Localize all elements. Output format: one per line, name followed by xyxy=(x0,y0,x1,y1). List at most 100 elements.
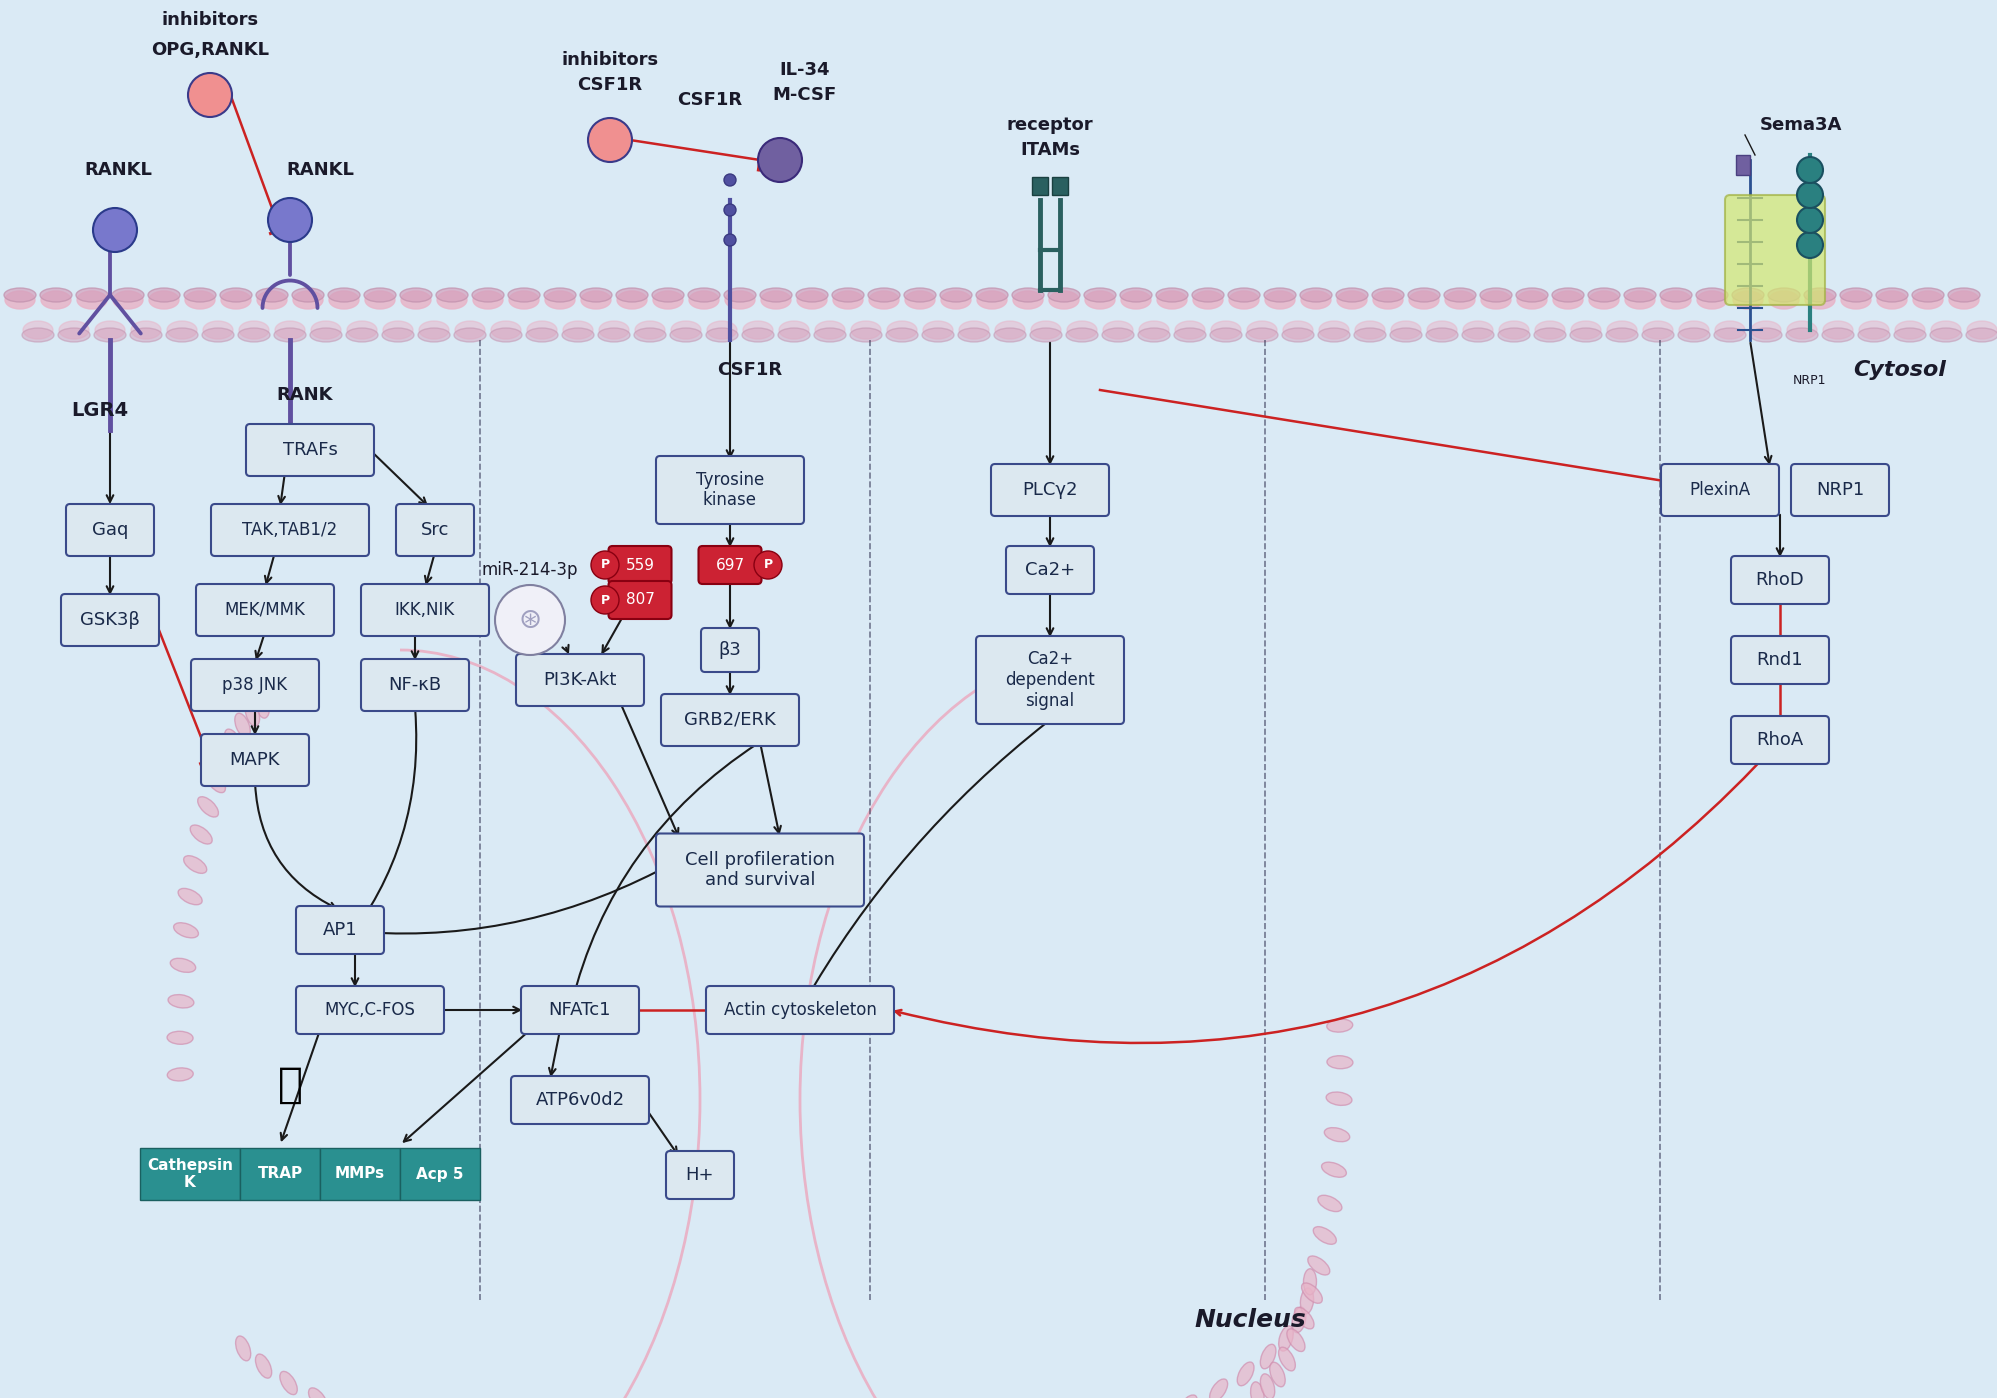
Ellipse shape xyxy=(96,322,126,338)
Ellipse shape xyxy=(509,291,539,309)
Text: miR-214-3p: miR-214-3p xyxy=(481,561,579,579)
FancyBboxPatch shape xyxy=(661,693,799,747)
Text: 807: 807 xyxy=(625,593,655,608)
FancyBboxPatch shape xyxy=(399,1148,481,1201)
Text: Cell profileration
and survival: Cell profileration and survival xyxy=(685,850,835,889)
Ellipse shape xyxy=(1294,1307,1314,1329)
Ellipse shape xyxy=(1875,288,1907,302)
Ellipse shape xyxy=(525,329,557,343)
Ellipse shape xyxy=(1066,329,1098,343)
Ellipse shape xyxy=(1554,291,1584,309)
Ellipse shape xyxy=(1410,291,1440,309)
Ellipse shape xyxy=(347,322,377,338)
Text: MAPK: MAPK xyxy=(230,751,280,769)
Text: 697: 697 xyxy=(715,558,745,573)
Ellipse shape xyxy=(258,291,288,309)
FancyBboxPatch shape xyxy=(991,464,1108,516)
Ellipse shape xyxy=(761,288,793,302)
Ellipse shape xyxy=(1841,291,1871,309)
Ellipse shape xyxy=(238,329,270,343)
Ellipse shape xyxy=(725,288,757,302)
Ellipse shape xyxy=(24,322,54,338)
Ellipse shape xyxy=(671,329,703,343)
Ellipse shape xyxy=(941,288,973,302)
Text: NRP1: NRP1 xyxy=(1793,373,1827,386)
Text: CSF1R: CSF1R xyxy=(577,75,643,94)
Text: Tyrosine
kinase: Tyrosine kinase xyxy=(695,471,765,509)
Text: receptor: receptor xyxy=(1006,116,1092,134)
Text: Rnd1: Rnd1 xyxy=(1757,651,1803,670)
Text: H+: H+ xyxy=(685,1166,715,1184)
Text: AP1: AP1 xyxy=(324,921,357,939)
Ellipse shape xyxy=(1821,329,1853,343)
Ellipse shape xyxy=(130,329,162,343)
Ellipse shape xyxy=(1390,329,1422,343)
Ellipse shape xyxy=(76,288,108,302)
Ellipse shape xyxy=(206,772,226,793)
Ellipse shape xyxy=(1084,288,1116,302)
Ellipse shape xyxy=(597,329,629,343)
Ellipse shape xyxy=(1913,291,1943,309)
Ellipse shape xyxy=(1260,1374,1274,1398)
Text: ⊛: ⊛ xyxy=(519,605,541,635)
Ellipse shape xyxy=(977,288,1008,302)
Ellipse shape xyxy=(1679,322,1709,338)
Ellipse shape xyxy=(779,329,811,343)
Ellipse shape xyxy=(1769,291,1799,309)
FancyBboxPatch shape xyxy=(395,505,473,556)
Ellipse shape xyxy=(310,329,341,343)
Ellipse shape xyxy=(1246,329,1278,343)
FancyBboxPatch shape xyxy=(196,584,333,636)
Ellipse shape xyxy=(1929,329,1961,343)
Ellipse shape xyxy=(1264,291,1294,309)
Ellipse shape xyxy=(1300,1288,1314,1314)
Ellipse shape xyxy=(1336,288,1368,302)
Ellipse shape xyxy=(1608,322,1638,338)
Ellipse shape xyxy=(689,288,721,302)
Ellipse shape xyxy=(1731,288,1763,302)
Text: P: P xyxy=(763,558,773,572)
Ellipse shape xyxy=(78,291,108,309)
Ellipse shape xyxy=(707,322,737,338)
Ellipse shape xyxy=(1322,1162,1346,1177)
Ellipse shape xyxy=(1500,322,1530,338)
Ellipse shape xyxy=(1677,329,1709,343)
FancyBboxPatch shape xyxy=(202,734,310,786)
Ellipse shape xyxy=(923,329,955,343)
FancyBboxPatch shape xyxy=(699,547,761,584)
Ellipse shape xyxy=(1318,329,1350,343)
Ellipse shape xyxy=(276,322,306,338)
Ellipse shape xyxy=(1713,329,1745,343)
Ellipse shape xyxy=(132,322,162,338)
Ellipse shape xyxy=(1174,329,1206,343)
Ellipse shape xyxy=(1590,291,1620,309)
Ellipse shape xyxy=(887,322,917,338)
FancyBboxPatch shape xyxy=(361,658,469,712)
Text: CSF1R: CSF1R xyxy=(677,91,743,109)
FancyBboxPatch shape xyxy=(1052,176,1068,196)
Text: GRB2/ERK: GRB2/ERK xyxy=(685,712,777,728)
Ellipse shape xyxy=(58,329,90,343)
Ellipse shape xyxy=(1012,291,1042,309)
Ellipse shape xyxy=(473,291,503,309)
Ellipse shape xyxy=(797,291,827,309)
FancyBboxPatch shape xyxy=(521,986,639,1035)
Ellipse shape xyxy=(561,329,593,343)
FancyBboxPatch shape xyxy=(1735,155,1749,175)
Text: P: P xyxy=(601,558,609,572)
Ellipse shape xyxy=(383,322,413,338)
Ellipse shape xyxy=(274,329,306,343)
Ellipse shape xyxy=(1356,322,1386,338)
Ellipse shape xyxy=(1733,291,1763,309)
Ellipse shape xyxy=(653,291,683,309)
Ellipse shape xyxy=(166,329,198,343)
Ellipse shape xyxy=(437,291,467,309)
FancyBboxPatch shape xyxy=(701,628,759,672)
Ellipse shape xyxy=(1178,1395,1196,1398)
Ellipse shape xyxy=(1408,288,1440,302)
Ellipse shape xyxy=(471,288,503,302)
Ellipse shape xyxy=(941,291,971,309)
Ellipse shape xyxy=(312,322,341,338)
Text: LGR4: LGR4 xyxy=(72,400,128,419)
Text: M-CSF: M-CSF xyxy=(773,87,837,103)
